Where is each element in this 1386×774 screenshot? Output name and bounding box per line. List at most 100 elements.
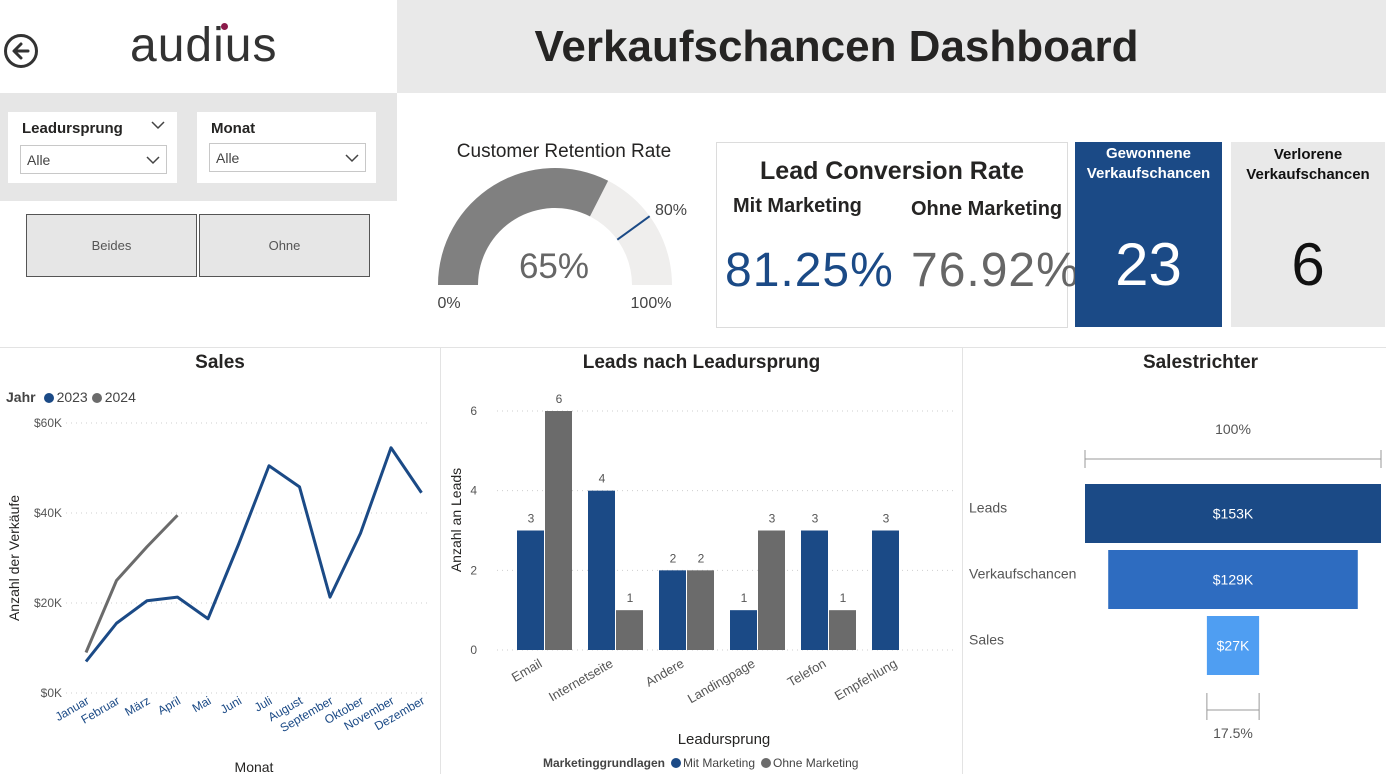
- leadursprung-slicer-title: Leadursprung: [22, 120, 123, 137]
- bar-Ohne Marketing: [616, 610, 643, 650]
- bar-Mit Marketing: [517, 530, 544, 650]
- bar-Mit Marketing: [730, 610, 757, 650]
- sales-legend-2024[interactable]: 2024: [104, 389, 136, 405]
- won-opportunities-value: 23: [1115, 231, 1182, 298]
- bar-data-label: 1: [627, 591, 634, 605]
- x-axis-title: Monat: [235, 759, 274, 774]
- x-tick-label: Mai: [190, 693, 214, 715]
- y-tick-label: $40K: [34, 506, 62, 520]
- bar-data-label: 3: [528, 512, 535, 526]
- legend-ohne-marketing[interactable]: Ohne Marketing: [773, 756, 859, 770]
- gauge-value-label: 65%: [519, 247, 589, 286]
- mit-marketing-value: 81.25%: [725, 244, 894, 297]
- monat-dropdown-value: Alle: [216, 150, 240, 166]
- sales-funnel: 100% $153K Leads $129K Verkaufschancen $27K Sa…: [969, 421, 1382, 741]
- chevron-down-icon[interactable]: [151, 120, 165, 130]
- lost-opportunities-card: Verlorene Verkaufschancen 6: [1231, 142, 1385, 327]
- bar-Mit Marketing: [588, 490, 615, 650]
- sales-chart-title: Sales: [195, 352, 245, 373]
- y-tick-label: $20K: [34, 596, 62, 610]
- gauge-target-marker: [616, 215, 651, 241]
- bar-data-label: 1: [741, 591, 748, 605]
- funnel-top-label: 100%: [1215, 421, 1251, 437]
- bar-Mit Marketing: [659, 570, 686, 650]
- leads-bar-chart: 0 2 4 6 3 6 Email 4 1 Internetseite 2 2 Andere 1 3 Land…: [448, 392, 956, 748]
- chevron-down-icon: [345, 154, 359, 163]
- leadursprung-slicer: Leadursprung Alle: [8, 112, 177, 183]
- x-tick-label: Juni: [218, 693, 244, 716]
- x-tick-label: Empfehlung: [832, 656, 900, 704]
- panel-divider: [440, 348, 441, 774]
- leadursprung-dropdown[interactable]: Alle: [20, 145, 167, 174]
- logo-dot-icon: [221, 23, 228, 30]
- monat-dropdown[interactable]: Alle: [209, 143, 366, 172]
- gauge-value-arc: [438, 168, 609, 285]
- bar-Ohne Marketing: [758, 530, 785, 650]
- bar-data-label: 2: [698, 551, 705, 565]
- y-tick-label: $60K: [34, 416, 62, 430]
- bar-data-label: 6: [556, 392, 563, 406]
- funnel-bottom-label: 17.5%: [1213, 725, 1253, 741]
- monat-slicer-title: Monat: [211, 120, 256, 137]
- gauge-max-label: 100%: [631, 295, 672, 312]
- sales-legend-title: Jahr: [6, 389, 36, 405]
- gauge-target-label: 80%: [655, 202, 687, 219]
- lost-opportunities-label: Verlorene Verkaufschancen: [1246, 146, 1370, 183]
- audius-logo: audius: [130, 19, 278, 72]
- series-line-2023: [84, 446, 423, 663]
- legend-mit-marketing[interactable]: Mit Marketing: [683, 756, 756, 770]
- ohne-button[interactable]: Ohne: [199, 214, 370, 277]
- ohne-marketing-value: 76.92%: [911, 244, 1080, 297]
- bar-data-label: 3: [812, 512, 819, 526]
- title-bar: Verkaufschancen Dashboard: [397, 0, 1386, 93]
- retention-title: Customer Retention Rate: [456, 141, 672, 162]
- bar-data-label: 1: [840, 591, 847, 605]
- funnel-value-label: $129K: [1213, 572, 1254, 588]
- bar-data-label: 3: [883, 512, 890, 526]
- won-opportunities-label: Gewonnene Verkaufschancen: [1086, 145, 1211, 182]
- legend-dot-icon: [761, 758, 772, 768]
- bar-data-label: 2: [670, 551, 677, 565]
- monat-slicer: Monat Alle: [197, 112, 376, 183]
- lost-opportunities-value: 6: [1291, 231, 1325, 298]
- funnel-bar-Verkaufschancen: [1108, 550, 1358, 609]
- funnel-value-label: $153K: [1213, 506, 1254, 522]
- funnel-stage-label: Verkaufschancen: [969, 566, 1076, 582]
- section-divider: [0, 347, 1386, 348]
- bar-Mit Marketing: [872, 530, 899, 650]
- funnel-stage-label: Sales: [969, 632, 1004, 648]
- x-tick-label: April: [155, 693, 183, 717]
- x-tick-label: Email: [509, 656, 545, 685]
- x-tick-label: Landingpage: [685, 656, 758, 707]
- lead-conversion-title: Lead Conversion Rate: [760, 157, 1024, 185]
- beides-button[interactable]: Beides: [26, 214, 197, 277]
- funnel-stage-label: Leads: [969, 500, 1007, 516]
- funnel-bar-Leads: [1085, 484, 1381, 543]
- y-axis-title: Anzahl an Leads: [448, 468, 464, 572]
- leadursprung-dropdown-value: Alle: [27, 152, 51, 168]
- sales-legend-2023[interactable]: 2023: [56, 389, 88, 405]
- gauge-min-label: 0%: [437, 295, 460, 312]
- bar-data-label: 4: [599, 472, 606, 486]
- x-tick-label: Internetseite: [546, 656, 615, 705]
- bar-Ohne Marketing: [829, 610, 856, 650]
- lead-conversion-card: Lead Conversion Rate Mit Marketing Ohne …: [716, 142, 1079, 328]
- bar-Ohne Marketing: [545, 411, 572, 650]
- logo-area: audius: [0, 0, 397, 93]
- leads-legend-title: Marketinggrundlagen: [543, 756, 666, 770]
- back-button[interactable]: [4, 34, 38, 68]
- y-tick-label: 4: [470, 484, 477, 498]
- retention-gauge: 65% 80% 0% 100%: [437, 168, 687, 312]
- won-opportunities-card: Gewonnene Verkaufschancen 23: [1075, 142, 1222, 327]
- mit-marketing-label: Mit Marketing: [733, 195, 862, 217]
- funnel-title: Salestrichter: [1142, 352, 1259, 373]
- ohne-marketing-label: Ohne Marketing: [911, 198, 1063, 220]
- x-tick-label: Andere: [643, 656, 687, 690]
- chevron-down-icon: [146, 156, 160, 165]
- legend-dot-icon: [91, 393, 102, 403]
- y-tick-label: 0: [470, 643, 477, 657]
- leads-chart-title: Leads nach Leadursprung: [582, 352, 821, 373]
- bar-Ohne Marketing: [687, 570, 714, 650]
- legend-dot-icon: [43, 393, 54, 403]
